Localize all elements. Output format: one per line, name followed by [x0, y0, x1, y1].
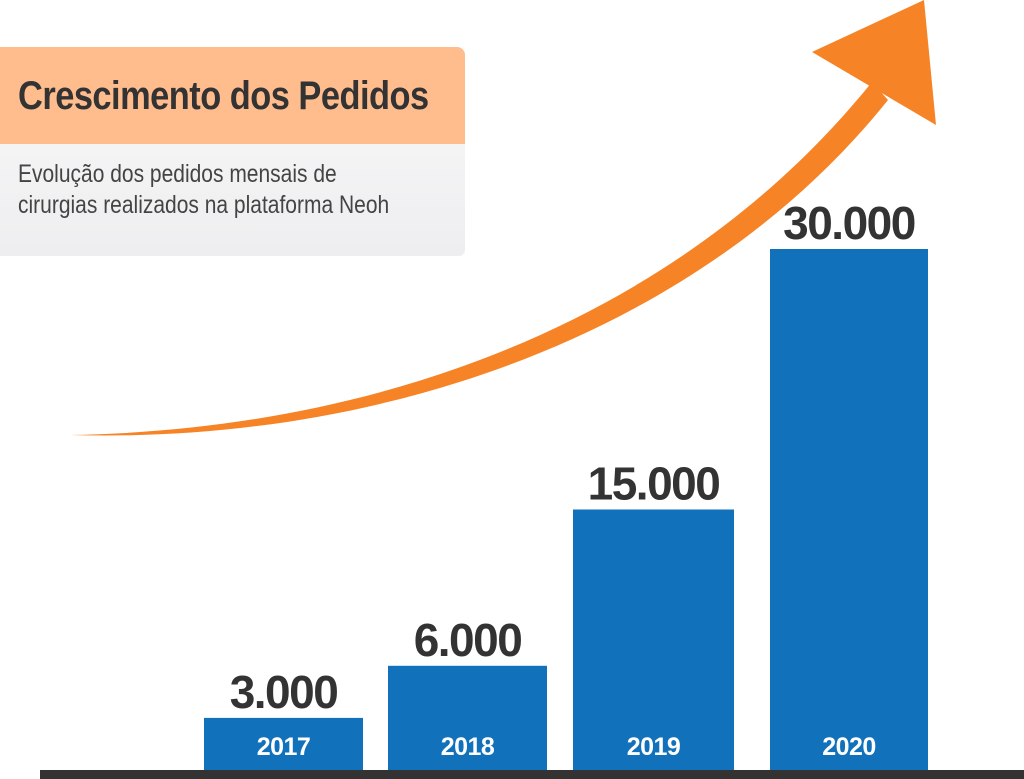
bar-2019 — [573, 509, 734, 770]
bars-layer — [40, 249, 1024, 779]
subtitle-panel — [0, 144, 465, 256]
chart-title: Crescimento dos Pedidos — [18, 74, 429, 118]
trend-arrow-head — [812, 0, 936, 125]
value-label-2020: 30.000 — [783, 197, 915, 249]
value-label-2019: 15.000 — [588, 458, 720, 510]
bar-2020 — [770, 249, 928, 770]
title-panel — [0, 47, 465, 144]
category-label-2020: 2020 — [822, 733, 876, 761]
bar-2017 — [204, 717, 363, 770]
value-label-2017: 3.000 — [230, 666, 338, 718]
category-label-2018: 2018 — [441, 733, 495, 761]
trend-arrow-layer — [70, 0, 936, 436]
value-label-2018: 6.000 — [414, 614, 522, 666]
x-axis-baseline — [40, 770, 1024, 779]
chart-subtitle: Evolução dos pedidos mensais de cirurgia… — [18, 160, 390, 219]
labels-layer: 2017 3.000 2018 6.000 2019 15.000 2020 30.000 — [230, 197, 917, 761]
category-label-2017: 2017 — [257, 733, 311, 761]
trend-arrow-shaft — [70, 82, 888, 436]
category-label-2019: 2019 — [627, 733, 681, 761]
bar-2018 — [388, 665, 547, 770]
